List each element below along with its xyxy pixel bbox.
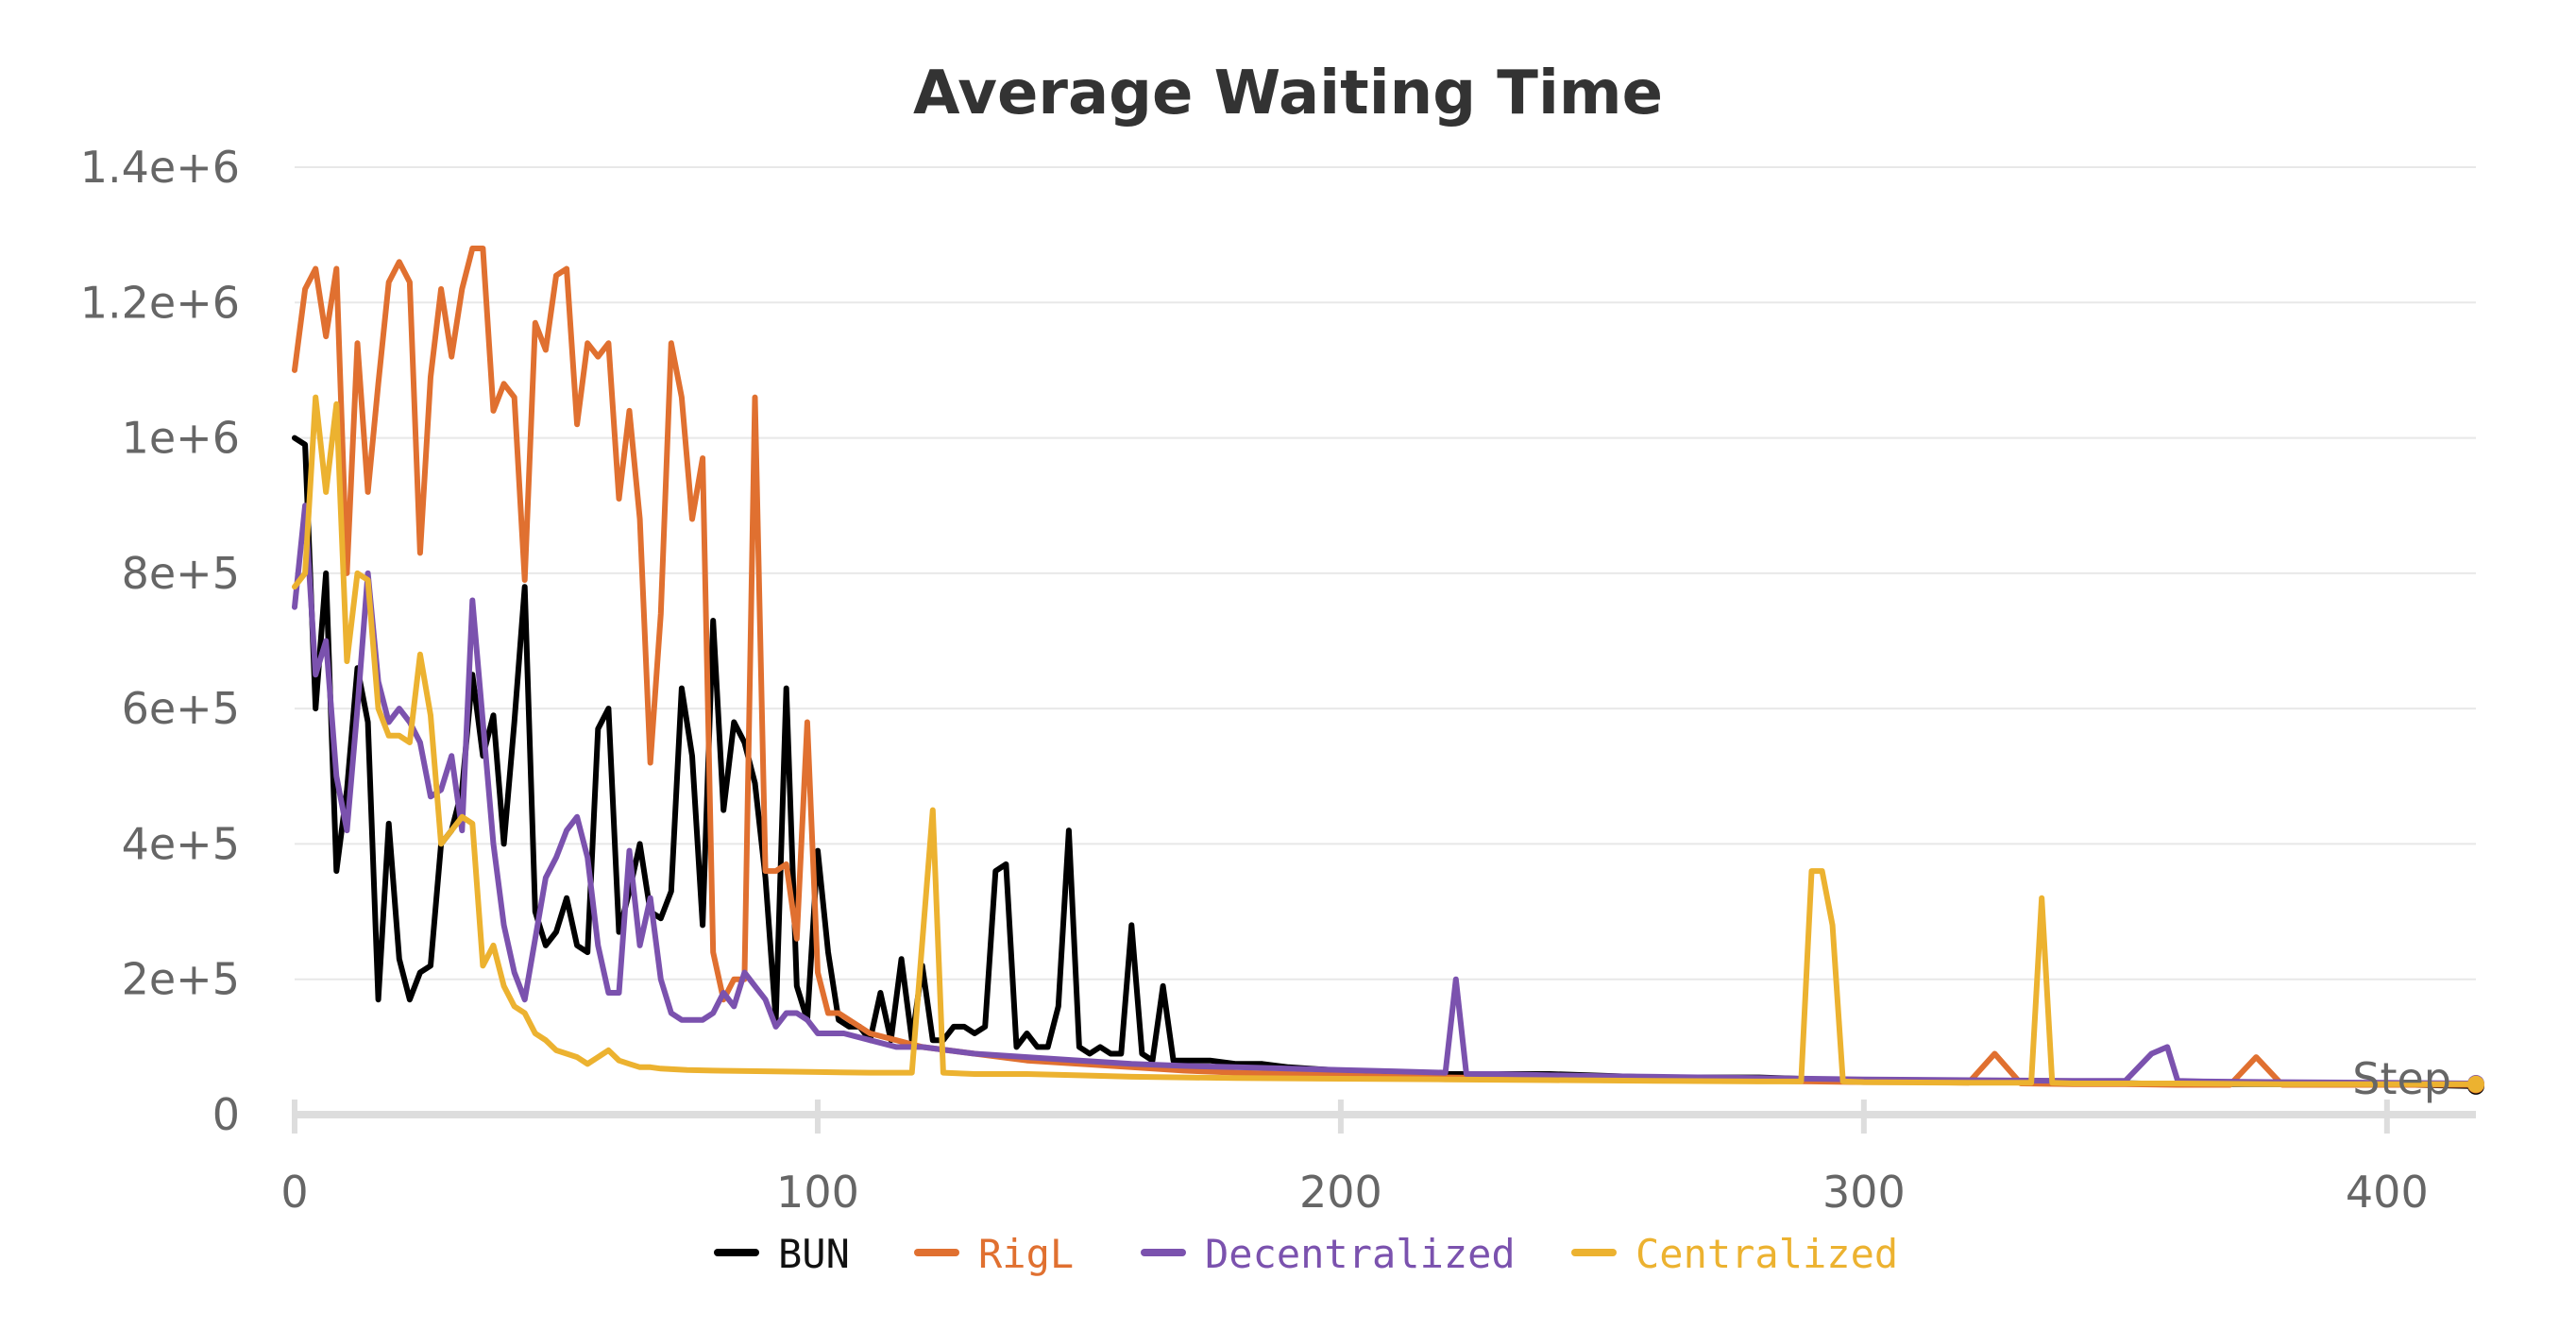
legend-label: Decentralized [1205,1231,1516,1277]
y-tick-label: 1e+6 [122,413,240,464]
x-tick-label: 200 [1299,1167,1382,1218]
x-tick-label: 400 [2346,1167,2429,1218]
y-tick-label: 4e+5 [122,818,240,869]
legend-item-centralized[interactable]: Centralized [1571,1231,1898,1277]
x-axis-baseline [295,1111,2476,1118]
y-tick-label: 0 [212,1089,240,1140]
series-line-centralized [292,394,2479,1087]
y-axis-tick-labels: 0 2e+5 4e+5 6e+5 8e+5 1e+6 1.2e+6 1.4e+6 [80,142,240,1140]
legend-label: RigL [978,1231,1074,1277]
series-line-decentralized [292,503,2479,1086]
x-axis-label: Step [2352,1053,2451,1104]
y-tick-label: 2e+5 [122,954,240,1005]
y-tick-label: 1.2e+6 [80,277,240,328]
x-tick-label: 100 [776,1167,859,1218]
x-axis-tick-labels: 0 100 200 300 400 [280,1100,2429,1218]
series-lines [292,246,2484,1095]
legend-item-decentralized[interactable]: Decentralized [1141,1231,1516,1277]
chart-legend: BUN RigL Decentralized Centralized [714,1231,1898,1277]
y-tick-label: 8e+5 [122,548,240,599]
legend-item-rigl[interactable]: RigL [914,1231,1074,1277]
series-end-marker-centralized [2467,1075,2484,1093]
y-tick-label: 1.4e+6 [80,142,240,193]
grid-lines [295,166,2476,980]
legend-label: Centralized [1635,1231,1898,1277]
legend-item-bun[interactable]: BUN [714,1231,850,1277]
legend-label: BUN [778,1231,850,1277]
x-tick-label: 300 [1822,1167,1906,1218]
x-tick-label: 0 [280,1167,308,1218]
chart-title: Average Waiting Time [913,59,1663,128]
y-tick-label: 6e+5 [122,683,240,734]
